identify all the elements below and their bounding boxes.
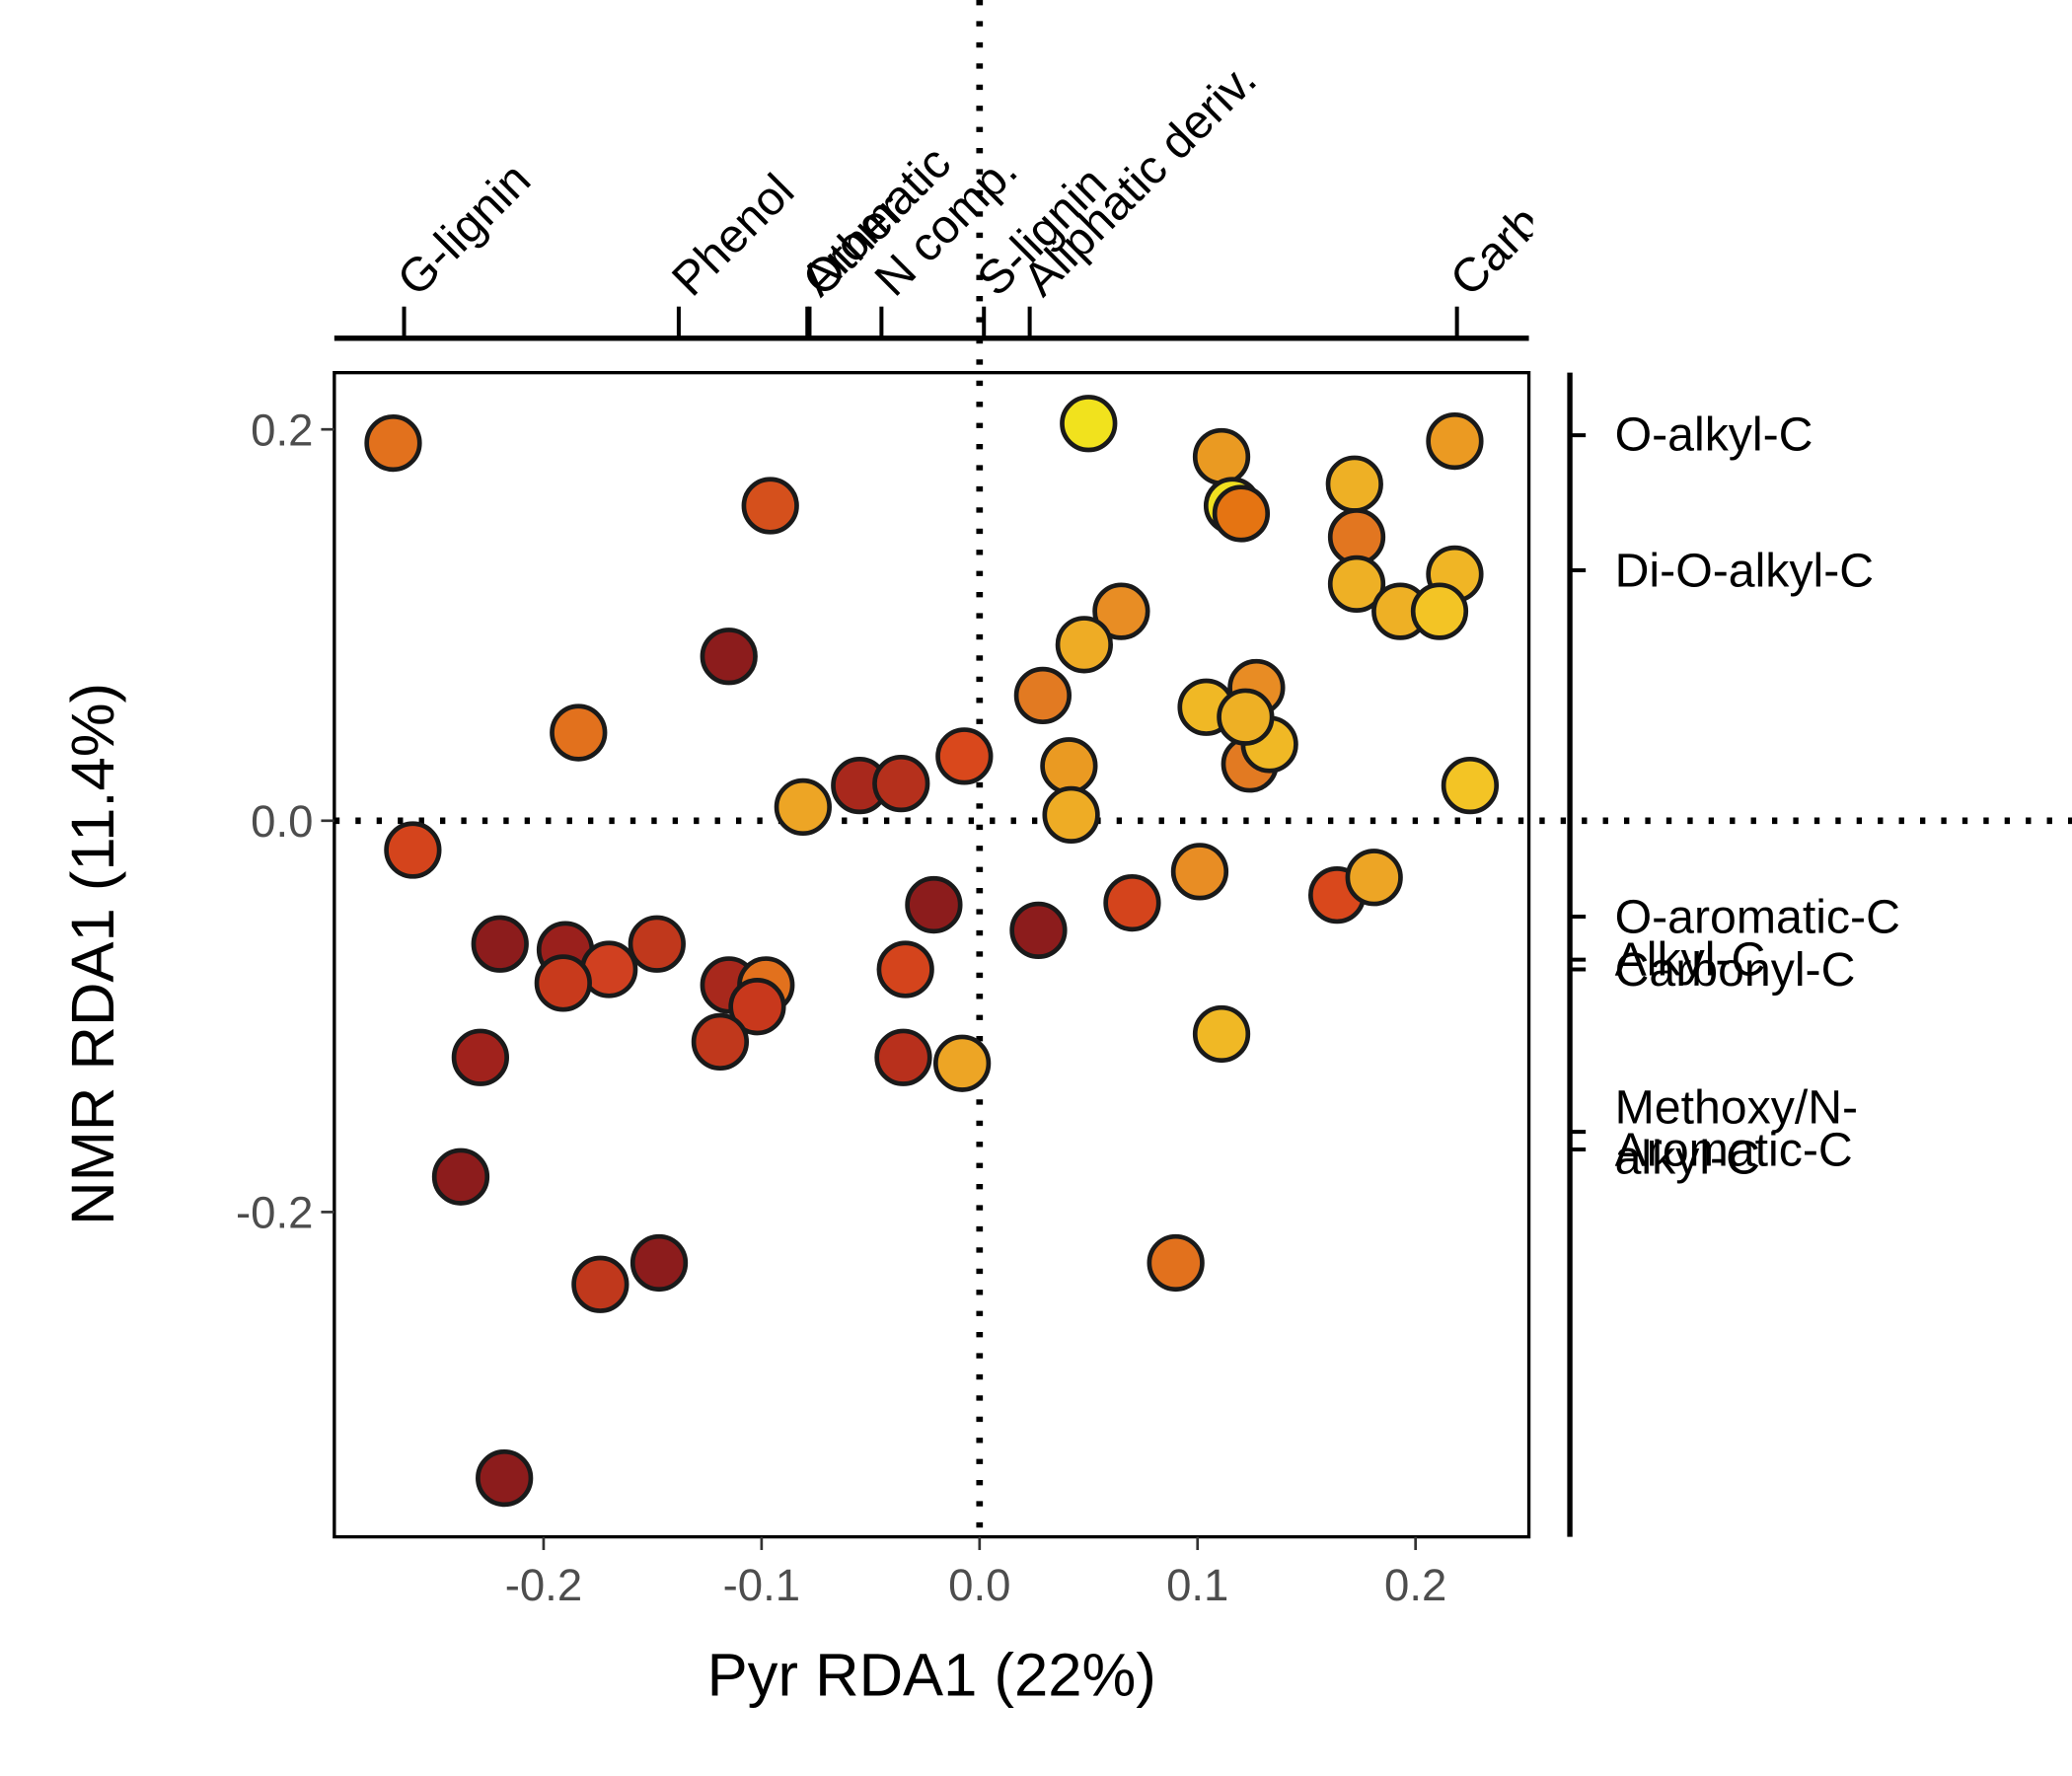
- right-tick-label-wrap: Carbonyl-C: [1615, 890, 2012, 1049]
- top-tick-label: Carb: [1441, 195, 1551, 306]
- right-tick-label-box: O-aromatic-C: [1615, 838, 2012, 997]
- point: [451, 1028, 509, 1086]
- point: [1009, 901, 1068, 959]
- right-tick-label-box: Alkyl-C: [1615, 880, 2012, 1039]
- point: [1192, 1004, 1251, 1064]
- point: [1147, 1233, 1205, 1293]
- right-tick-label-box: O-alkyl-C: [1615, 356, 2012, 515]
- x-axis-title: Pyr RDA1 (22%): [707, 1641, 1156, 1709]
- point: [1410, 582, 1469, 640]
- point: [534, 954, 592, 1012]
- point: [932, 1034, 992, 1092]
- right-tick-label: Aromatic-C: [1614, 1121, 1853, 1176]
- point: [628, 915, 686, 973]
- right-tick-label: Methoxy/N-alkyl-C: [1614, 1078, 1859, 1184]
- right-tick-label-wrap: Alkyl-C: [1615, 880, 2012, 1039]
- point: [1217, 688, 1275, 746]
- x-tick-label: 0.0: [948, 1560, 1010, 1610]
- y-tick-label: 0.0: [251, 796, 313, 847]
- point: [1441, 756, 1500, 815]
- point: [1212, 484, 1271, 543]
- right-tick-label-box: Methoxy/N-alkyl-C: [1615, 1053, 2012, 1212]
- right-tick-label: O-alkyl-C: [1614, 407, 1813, 463]
- point: [1092, 582, 1150, 640]
- point: [629, 1233, 689, 1293]
- right-tick-label-wrap: Methoxy/N-alkyl-C: [1615, 1053, 2012, 1212]
- point: [700, 628, 758, 686]
- point: [431, 1147, 490, 1206]
- point: [1060, 395, 1118, 453]
- point: [1013, 666, 1073, 725]
- top-tick-label: Aliphatic deriv.: [1013, 52, 1267, 306]
- point: [691, 1012, 750, 1072]
- point: [1170, 843, 1229, 901]
- right-tick-label-wrap: O-alkyl-C: [1615, 356, 2012, 515]
- point: [1055, 616, 1113, 674]
- point: [876, 940, 934, 999]
- right-tick-label-box: Carbonyl-C: [1615, 890, 2012, 1049]
- y-tick-label: -0.2: [236, 1187, 313, 1237]
- y-tick-label: 0.2: [251, 405, 313, 455]
- right-tick-label-box: Di-O-alkyl-C: [1615, 491, 2012, 650]
- point: [384, 821, 442, 879]
- right-tick-label-wrap: Aromatic-C: [1615, 1071, 2012, 1229]
- point: [1426, 411, 1484, 471]
- right-tick-label: O-aromatic-C: [1614, 888, 1900, 943]
- point: [471, 915, 529, 973]
- right-tick-label: Carbonyl-C: [1614, 941, 1856, 997]
- x-tick-label: -0.1: [723, 1560, 800, 1610]
- right-tick-label-box: Aromatic-C: [1615, 1071, 2012, 1229]
- point: [1345, 849, 1403, 907]
- plot-frame: [333, 371, 1531, 1539]
- point: [364, 413, 422, 473]
- point: [476, 1448, 534, 1508]
- x-tick-label: 0.2: [1384, 1560, 1446, 1610]
- point: [728, 978, 786, 1036]
- point: [550, 703, 608, 762]
- x-tick-label: -0.2: [505, 1560, 582, 1610]
- point: [774, 777, 832, 837]
- y-axis-title: NMR RDA1 (11.4%): [59, 683, 127, 1225]
- top-tick-label: G-lignin: [388, 153, 542, 307]
- right-tick-label-wrap: O-aromatic-C: [1615, 838, 2012, 997]
- point: [1103, 873, 1161, 932]
- point: [1327, 555, 1386, 613]
- point: [1325, 455, 1383, 513]
- right-tick-label: Alkyl-C: [1614, 931, 1766, 987]
- right-tick-label-wrap: Di-O-alkyl-C: [1615, 491, 2012, 650]
- right-tick-label: Di-O-alkyl-C: [1614, 542, 1875, 597]
- point: [1042, 785, 1100, 844]
- point: [935, 727, 994, 785]
- point: [1040, 737, 1098, 795]
- point: [1192, 427, 1251, 486]
- point: [872, 754, 930, 813]
- point: [571, 1255, 629, 1313]
- top-tick-label: Phenol: [662, 164, 804, 306]
- x-tick-label: 0.1: [1166, 1560, 1228, 1610]
- point: [741, 477, 799, 535]
- point: [905, 875, 963, 934]
- point: [874, 1028, 932, 1086]
